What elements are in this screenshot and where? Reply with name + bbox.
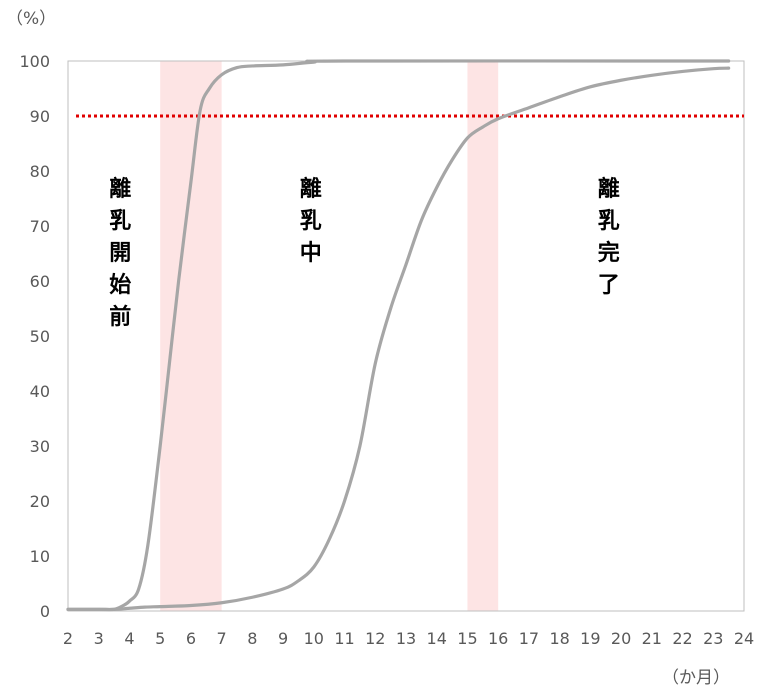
y-axis-label: （%） (6, 9, 56, 29)
x-tick-label: 21 (642, 629, 662, 648)
y-tick-label: 30 (30, 437, 50, 456)
phase-label-char: 離 (109, 176, 131, 202)
shaded-band-1 (160, 61, 222, 611)
y-axis-ticks: 0 10 20 30 40 50 60 70 80 90 100 (19, 52, 50, 621)
x-tick-label: 10 (304, 629, 324, 648)
x-tick-label: 6 (186, 629, 196, 648)
y-tick-label: 40 (30, 382, 50, 401)
phase-label-char: 乳 (109, 208, 131, 234)
phase-label-char: 完 (598, 240, 620, 266)
y-tick-label: 100 (19, 52, 50, 71)
y-tick-label: 90 (30, 107, 50, 126)
x-tick-label: 7 (217, 629, 227, 648)
phase-label-char: 開 (109, 241, 131, 266)
x-tick-label: 23 (703, 629, 723, 648)
y-tick-label: 50 (30, 327, 50, 346)
x-tick-label: 18 (549, 629, 569, 648)
x-tick-label: 24 (734, 629, 754, 648)
x-tick-label: 9 (278, 629, 288, 648)
phase-label-char: 始 (109, 272, 131, 298)
phase-label-char: 乳 (300, 208, 322, 234)
x-tick-label: 5 (155, 629, 165, 648)
x-tick-label: 8 (247, 629, 257, 648)
x-tick-label: 2 (63, 629, 73, 648)
x-tick-label: 13 (396, 629, 416, 648)
series-line-2 (66, 66, 731, 612)
x-tick-label: 17 (519, 629, 539, 648)
x-tick-label: 3 (94, 629, 104, 648)
phase-label-char: 離 (598, 176, 620, 202)
x-tick-label: 16 (488, 629, 508, 648)
x-axis-ticks: 2 3 4 5 6 7 8 9 10 11 12 13 14 15 16 17 18 19 20 21 22 23 24 (63, 629, 754, 648)
phase-label-char: 前 (109, 304, 131, 330)
y-tick-label: 70 (30, 217, 50, 236)
x-tick-label: 22 (672, 629, 692, 648)
x-tick-label: 14 (427, 629, 447, 648)
y-tick-label: 10 (30, 547, 50, 566)
shaded-bands (160, 61, 499, 611)
x-tick-label: 11 (334, 629, 354, 648)
x-axis-label: （か月） (662, 668, 730, 688)
series-lines (66, 59, 731, 612)
shaded-band-2 (467, 61, 499, 611)
phase-label-char: 中 (300, 241, 322, 266)
y-tick-label: 20 (30, 492, 50, 511)
x-tick-label: 19 (580, 629, 600, 648)
phase-label-char: 乳 (598, 208, 620, 234)
x-tick-label: 20 (611, 629, 631, 648)
series-line-1 (66, 59, 731, 612)
x-tick-label: 12 (365, 629, 385, 648)
phase-label-char: 離 (300, 176, 322, 202)
x-tick-label: 4 (124, 629, 134, 648)
phase-label-2: 離乳中 (300, 176, 322, 266)
y-tick-label: 60 (30, 272, 50, 291)
x-tick-label: 15 (457, 629, 477, 648)
phase-label-char: 了 (598, 273, 620, 298)
y-tick-label: 0 (40, 602, 50, 621)
y-tick-label: 80 (30, 162, 50, 181)
